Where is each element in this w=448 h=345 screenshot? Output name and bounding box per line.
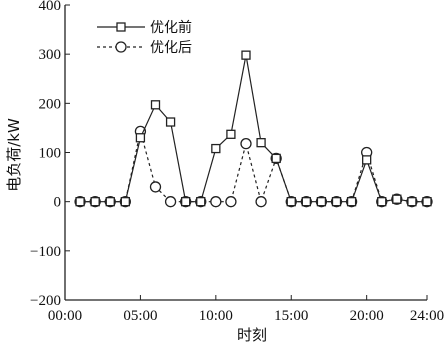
x-tick-label: 20:00 [350,308,384,324]
x-axis-label: 时刻 [237,326,267,344]
y-tick-label: −200 [30,293,61,309]
data-point [377,197,387,207]
series-before [75,50,432,207]
square-marker-icon [116,22,126,32]
data-point [210,196,222,208]
data-point [422,197,432,207]
data-point [271,153,281,164]
x-tick-label: 15:00 [274,308,308,324]
data-point [105,197,115,207]
y-axis-label: 电负荷/kW [5,118,23,192]
y-tick-label: 300 [39,47,62,63]
data-point [255,196,267,208]
legend-label: 优化前 [150,19,192,36]
series-after [74,125,433,208]
y-axis-ticks: 400 300 200 100 0 −100 −200 [30,0,70,309]
y-tick-label: 200 [39,96,62,112]
legend-item: 优化后 [97,40,192,56]
data-point [362,155,372,165]
data-point [286,197,296,207]
y-tick-label: 100 [39,146,62,162]
data-point [225,196,237,208]
y-tick-label: −100 [30,244,61,260]
data-point [316,197,327,207]
data-point [407,197,417,207]
data-point [75,197,85,207]
data-point [165,117,176,127]
data-point [241,50,251,60]
data-point [226,129,236,139]
y-tick-label: 0 [54,195,62,211]
circle-marker-icon [115,41,127,53]
series-layer [74,50,433,208]
data-point [211,143,221,154]
data-point [256,138,266,148]
x-tick-label: 00:00 [48,308,82,324]
data-point [120,197,130,207]
data-point [196,197,206,207]
x-axis-ticks: 00:00 05:00 10:00 15:00 20:00 24:00 [48,295,444,324]
data-point [135,133,146,143]
data-point [150,100,161,110]
data-point [164,196,177,208]
y-tick-label: 400 [39,0,62,14]
x-tick-label: 05:00 [123,308,157,324]
x-tick-label: 10:00 [199,308,233,324]
series-line [80,131,427,204]
series-line [80,55,427,203]
data-point [90,197,100,207]
data-point [346,197,357,207]
data-point [331,197,342,207]
data-point [392,194,402,204]
legend-label: 优化后 [150,40,192,56]
data-point [240,137,252,150]
data-point [181,197,191,207]
legend-item: 优化前 [97,19,192,36]
data-point [149,181,162,193]
data-point [301,197,311,207]
x-tick-label: 24:00 [410,308,444,324]
